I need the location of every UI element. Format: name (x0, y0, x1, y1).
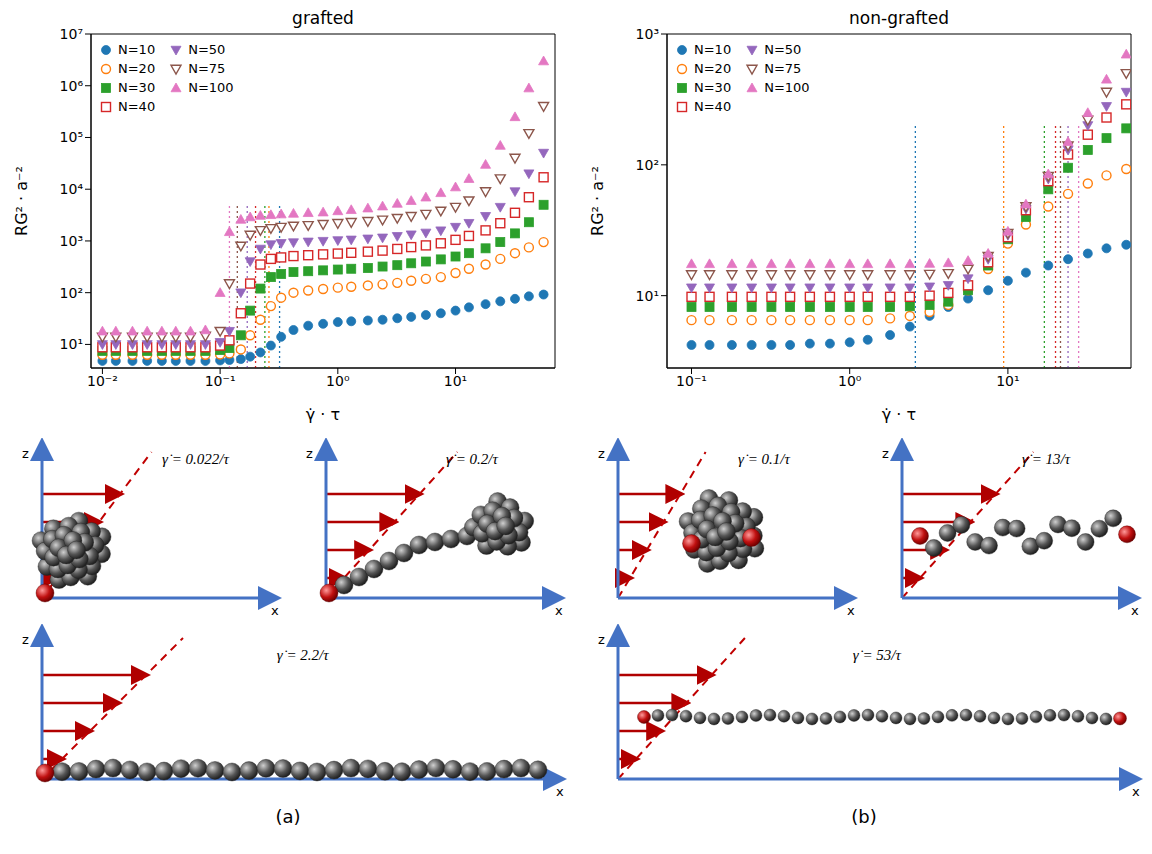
svg-text:γ̇ = 2.2/τ: γ̇ = 2.2/τ (277, 647, 329, 663)
svg-text:x: x (1132, 784, 1140, 799)
html-text:N=20: N=20 (694, 61, 732, 76)
svg-text:γ̇ = 0.2/τ: γ̇ = 0.2/τ (446, 451, 498, 467)
svg-text:RG² · a⁻²: RG² · a⁻² (588, 166, 607, 236)
html-text:N=10: N=10 (118, 42, 156, 57)
html-text:N=40: N=40 (694, 99, 732, 114)
html-text:N=10: N=10 (694, 42, 732, 57)
svg-text:z: z (598, 632, 605, 647)
svg-text:z: z (882, 446, 889, 461)
svg-text:γ̇ = 0.022/τ: γ̇ = 0.022/τ (162, 451, 229, 467)
svg-text:γ̇ · τ: γ̇ · τ (306, 405, 340, 424)
svg-text:10⁻²: 10⁻² (87, 373, 118, 389)
svg-text:x: x (1131, 603, 1139, 618)
svg-text:10¹: 10¹ (636, 288, 659, 304)
html-text:non-grafted: non-grafted (849, 8, 949, 28)
svg-text:x: x (556, 784, 564, 799)
svg-text:γ̇ · τ: γ̇ · τ (882, 405, 916, 424)
svg-text:10²: 10² (636, 157, 659, 173)
svg-text:RG² · a⁻²: RG² · a⁻² (12, 166, 31, 236)
svg-text:z: z (598, 446, 605, 461)
svg-text:10⁷: 10⁷ (60, 26, 83, 42)
svg-text:10¹: 10¹ (60, 336, 83, 352)
svg-text:x: x (271, 603, 279, 618)
svg-text:γ̇ = 0.1/τ: γ̇ = 0.1/τ (738, 451, 790, 467)
html-text:N=50: N=50 (188, 42, 226, 57)
html-text:N=30: N=30 (694, 80, 732, 95)
html-text:N=75: N=75 (188, 61, 226, 76)
svg-text:z: z (306, 446, 313, 461)
svg-text:10²: 10² (60, 285, 83, 301)
svg-text:10³: 10³ (60, 233, 83, 249)
html-text:N=75: N=75 (764, 61, 802, 76)
html-text:grafted: grafted (292, 8, 354, 28)
svg-text:10⁶: 10⁶ (60, 78, 84, 94)
svg-text:x: x (555, 603, 563, 618)
svg-text:z: z (22, 632, 29, 647)
svg-text:10⁰: 10⁰ (838, 373, 862, 389)
svg-text:10³: 10³ (636, 26, 659, 42)
svg-text:γ̇ = 53/τ: γ̇ = 53/τ (853, 647, 902, 663)
svg-text:z: z (22, 446, 29, 461)
svg-text:10¹: 10¹ (996, 373, 1019, 389)
svg-text:10⁵: 10⁵ (60, 129, 83, 145)
svg-text:10⁻¹: 10⁻¹ (676, 373, 707, 389)
html-text:(b): (b) (851, 806, 877, 827)
html-text:N=40: N=40 (118, 99, 156, 114)
html-text:N=100: N=100 (764, 80, 810, 95)
svg-text:γ̇ = 13/τ: γ̇ = 13/τ (1022, 451, 1071, 467)
svg-text:10⁻¹: 10⁻¹ (205, 373, 236, 389)
html-text:N=50: N=50 (764, 42, 802, 57)
html-text:N=30: N=30 (118, 80, 156, 95)
svg-text:10⁴: 10⁴ (60, 181, 84, 197)
svg-text:10⁰: 10⁰ (326, 373, 350, 389)
html-text:N=100: N=100 (188, 80, 234, 95)
html-text:N=20: N=20 (118, 61, 156, 76)
html-text:(a): (a) (275, 806, 301, 827)
svg-text:x: x (847, 603, 855, 618)
svg-text:10¹: 10¹ (444, 373, 467, 389)
